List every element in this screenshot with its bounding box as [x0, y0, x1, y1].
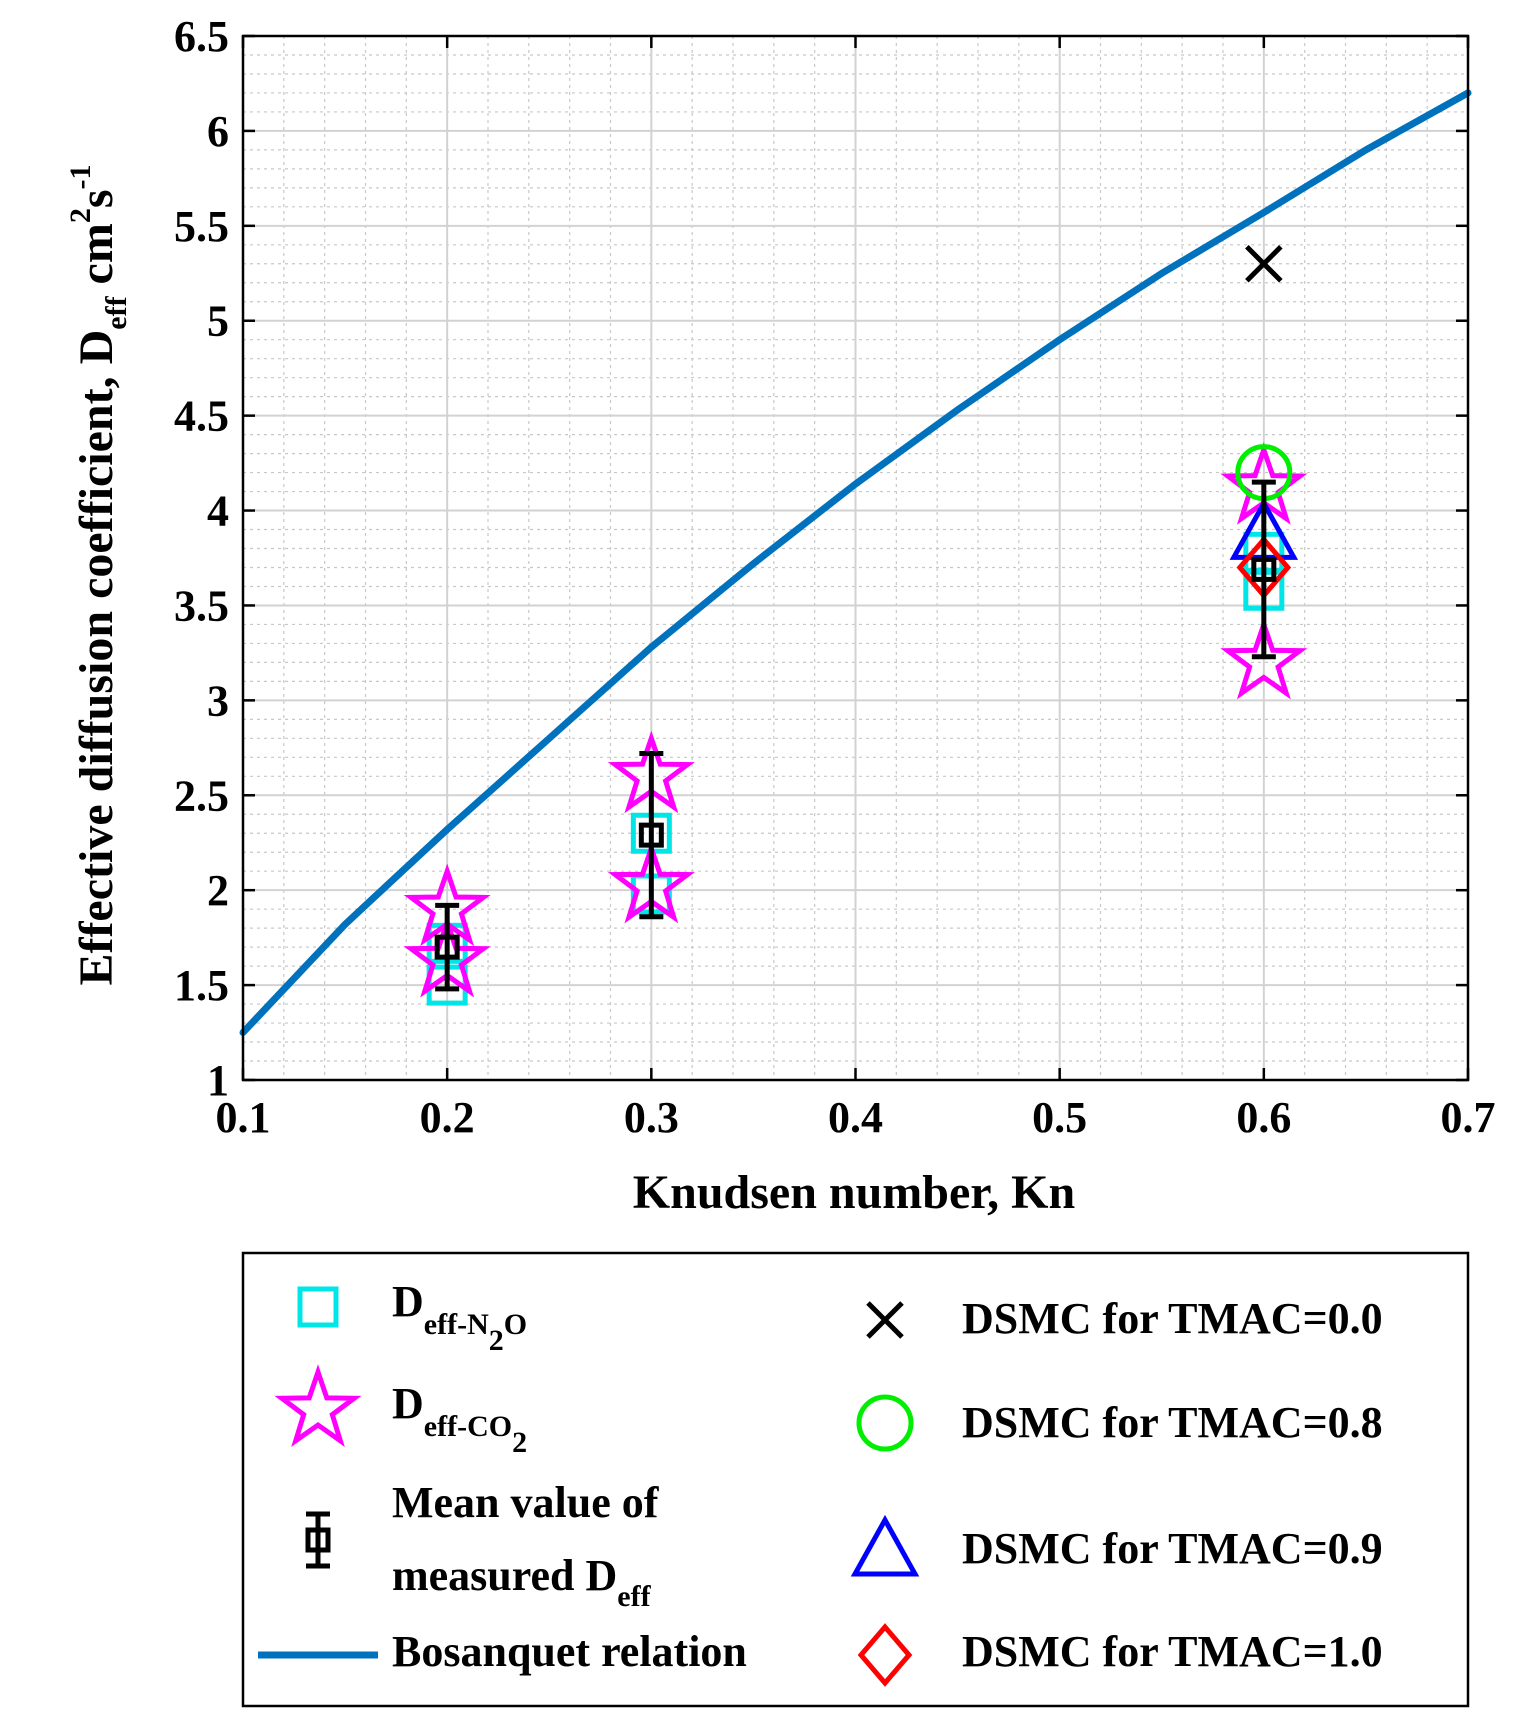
x-tick-label: 0.4 [828, 1093, 883, 1142]
y-tick-label: 6.5 [174, 12, 229, 61]
legend-label-bosanquet: Bosanquet relation [392, 1627, 747, 1676]
legend-marker-errorbar [306, 1511, 330, 1569]
marker-star [1220, 616, 1308, 700]
marker-errorbar [1251, 479, 1276, 660]
legend-label-tmac-0-9: DSMC for TMAC=0.9 [962, 1524, 1383, 1573]
legend-box [241, 1251, 1470, 1708]
y-tick-label: 2 [207, 866, 229, 915]
legend-marker-star [274, 1364, 362, 1447]
legend-marker-square [297, 1286, 339, 1328]
x-tick-label: 0.3 [624, 1093, 679, 1142]
y-tick-label: 4 [207, 487, 229, 536]
y-tick-label: 3 [207, 676, 229, 725]
legend-label-tmac-0-0: DSMC for TMAC=0.0 [962, 1294, 1383, 1343]
legend-marker-circle [856, 1394, 914, 1452]
legend: Deff-N2O Deff-CO2 Mean value of measured… [241, 1251, 1470, 1708]
marker-errorbar-square [434, 934, 460, 960]
marker-errorbar [435, 902, 460, 992]
y-tick-label: 6 [207, 107, 229, 156]
x-tick-label: 0.1 [216, 1093, 271, 1142]
marker-errorbar-square [1251, 556, 1277, 582]
legend-marker-errorbar-square [305, 1527, 331, 1553]
y-tick-label: 5 [207, 297, 229, 346]
y-tick-label: 2.5 [174, 771, 229, 820]
x-tick-label: 0.5 [1032, 1093, 1087, 1142]
marker-errorbar [639, 751, 664, 920]
marker-x [1245, 245, 1283, 283]
legend-markers [258, 1286, 920, 1687]
y-axis-label: Effective diffusion coefficient, Deff cm… [64, 164, 133, 985]
y-tick-label: 4.5 [174, 392, 229, 441]
bosanquet-curve-layer [239, 89, 1472, 1036]
x-axis-label: Knudsen number, Kn [633, 1166, 1075, 1219]
x-tick-label: 0.7 [1441, 1093, 1496, 1142]
x-tick-labels: 0.1 0.2 0.3 0.4 0.5 0.6 0.7 [216, 36, 1496, 1142]
y-tick-label: 5.5 [174, 202, 229, 251]
marker-errorbar-square [638, 822, 664, 848]
legend-label-mean-line2: measured Deff [392, 1551, 652, 1613]
data-markers [403, 245, 1308, 1006]
legend-label-tmac-1-0: DSMC for TMAC=1.0 [962, 1627, 1383, 1676]
bosanquet-curve [239, 89, 1472, 1036]
legend-marker-x [866, 1301, 904, 1339]
legend-label-deff-co2: Deff-CO2 [392, 1379, 527, 1459]
y-tick-label: 1 [207, 1056, 229, 1105]
legend-marker-diamond [857, 1623, 913, 1687]
legend-label-deff-n2o: Deff-N2O [392, 1277, 527, 1357]
legend-label-mean-line1: Mean value of [392, 1478, 660, 1527]
y-tick-label: 3.5 [174, 581, 229, 630]
legend-label-tmac-0-8: DSMC for TMAC=0.8 [962, 1398, 1383, 1447]
y-tick-labels: 1 1.5 2 2.5 3 3.5 4 4.5 5 5.5 6 6.5 [174, 12, 1468, 1105]
y-tick-label: 1.5 [174, 961, 229, 1010]
x-tick-label: 0.2 [420, 1093, 475, 1142]
legend-marker-triangle [850, 1514, 920, 1577]
x-tick-label: 0.6 [1236, 1093, 1291, 1142]
